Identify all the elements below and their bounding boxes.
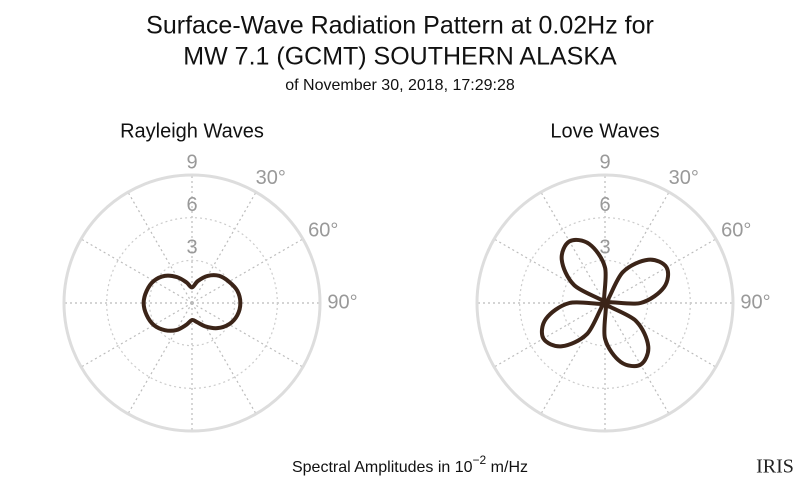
subtitle: of November 30, 2018, 17:29:28: [285, 77, 515, 94]
r-tick-label: 3: [186, 237, 197, 259]
theta-grid: [540, 191, 606, 304]
theta-grid: [604, 238, 717, 304]
theta-grid: [127, 191, 193, 304]
theta-grid: [493, 302, 606, 368]
r-grid: [148, 259, 236, 347]
logo: IRIS: [756, 456, 794, 478]
r-grid: [106, 217, 278, 389]
caption: Spectral Amplitudes in 10−2 m/Hz: [292, 452, 528, 476]
theta-tick-label: 90°: [327, 291, 357, 313]
theta-tick-label: 30°: [256, 167, 286, 189]
r-tick-label: 6: [186, 194, 197, 216]
theta-grid: [191, 302, 304, 368]
r-tick-label: 3: [599, 237, 610, 259]
radiation-pattern: [141, 273, 243, 333]
theta-grid: [604, 302, 670, 415]
theta-grid: [127, 302, 193, 415]
caption-unit: m/Hz: [491, 459, 528, 476]
theta-grid: [191, 238, 304, 304]
theta-grid: [191, 191, 257, 304]
theta-grid: [80, 302, 193, 368]
r-tick-label: 9: [599, 151, 610, 173]
theta-grid: [191, 302, 257, 415]
title-line: MW 7.1 (GCMT) SOUTHERN ALASKA: [183, 43, 617, 71]
r-grid: [561, 259, 649, 347]
theta-tick-label: 60°: [721, 220, 751, 242]
title-line: Surface-Wave Radiation Pattern at 0.02Hz…: [146, 12, 654, 40]
subplot-title: Love Waves: [550, 120, 659, 142]
subplot-title: Rayleigh Waves: [120, 120, 264, 142]
r-grid: [62, 173, 322, 433]
theta-tick-label: 60°: [308, 220, 338, 242]
r-tick-label: 9: [186, 151, 197, 173]
r-grid: [519, 217, 691, 389]
theta-tick-label: 90°: [740, 291, 770, 313]
theta-tick-label: 30°: [669, 167, 699, 189]
radiation-pattern: [539, 237, 671, 369]
theta-grid: [80, 238, 193, 304]
r-grid: [475, 173, 735, 433]
r-tick-label: 6: [599, 194, 610, 216]
caption-text: Spectral Amplitudes in 10: [292, 459, 473, 476]
caption-sup: −2: [473, 453, 487, 467]
